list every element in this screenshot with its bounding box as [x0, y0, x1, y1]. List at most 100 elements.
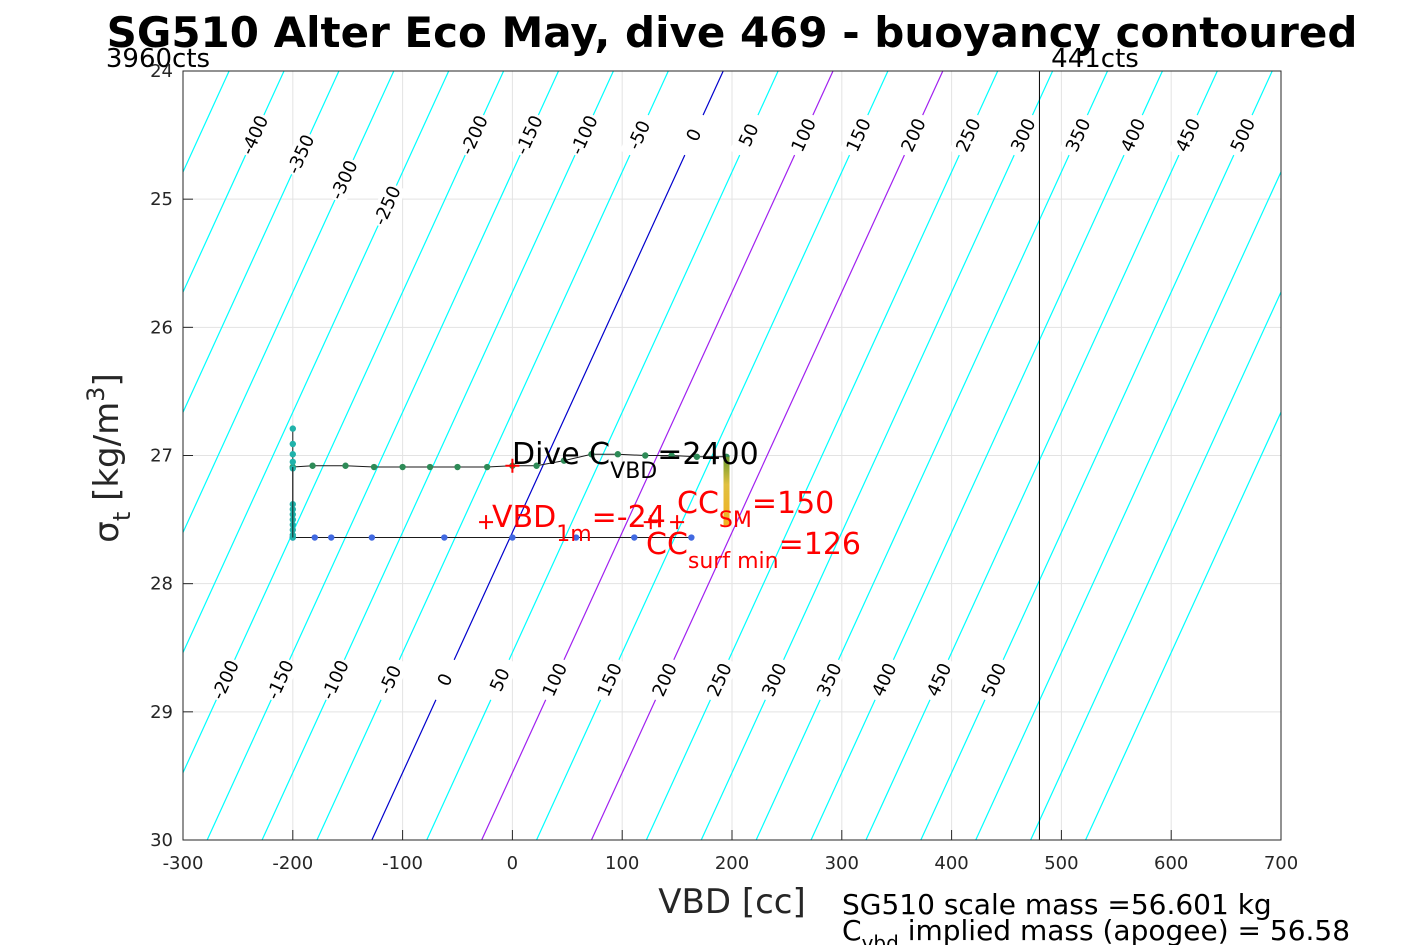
- contour-label-bottom: 200: [645, 655, 684, 705]
- contour-label-bg: [1059, 110, 1098, 160]
- contour-line: [590, 71, 944, 840]
- series-point: [368, 534, 376, 541]
- series-point: [311, 534, 318, 541]
- y-axis-label: σt [kg/m3]: [82, 373, 136, 542]
- contour-label-bottom: 250: [700, 655, 739, 705]
- contour-line: [1030, 290, 1281, 840]
- contour-label-bg: [700, 655, 739, 705]
- contour-label-bg: [894, 110, 933, 160]
- contour-label-bg: [645, 655, 684, 705]
- contour-label-bg: [324, 155, 364, 205]
- axis-ticks: -300 -200 -100 0 100 200 300 400 500 600 700242526…: [150, 61, 1298, 874]
- series-point: [370, 463, 378, 471]
- y-tick-label: 25: [150, 189, 173, 210]
- contour-label-bg: [974, 655, 1014, 705]
- contour-label-bg: [455, 110, 494, 160]
- contour-label-bg: [235, 110, 274, 160]
- contour-label-bottom: 300: [755, 655, 794, 705]
- contour-label-bg: [810, 655, 849, 705]
- series-point: [642, 452, 649, 459]
- contour-line: [206, 71, 560, 840]
- footer-implied-mass: Cvbd implied mass (apogee) = 56.58: [842, 914, 1350, 945]
- x-tick-label: 700: [1264, 853, 1298, 874]
- series-point: [454, 463, 461, 471]
- counts-left: 3960cts: [106, 44, 210, 74]
- annotation-dive-c-vbd: Dive CVBD=2400: [512, 437, 759, 484]
- contour-label-bottom: 0: [425, 655, 465, 705]
- x-tick-label: 300: [825, 853, 859, 874]
- contour-label-bg: [480, 655, 520, 705]
- contour-label-top: -350: [281, 129, 320, 179]
- series-point: [328, 534, 335, 541]
- contour-label-bg: [535, 655, 575, 705]
- contour-label-bottom: 350: [810, 655, 849, 705]
- y-tick-label: 24: [150, 61, 173, 82]
- dive-series: [289, 71, 1040, 840]
- series-point: [560, 457, 568, 464]
- contour-label-top: -300: [324, 155, 364, 205]
- contour-label-bg: [784, 110, 823, 160]
- contour-label-bg: [510, 110, 549, 160]
- contour-label-top: 100: [784, 110, 823, 160]
- series-point: [588, 451, 595, 458]
- contour-label-bg: [281, 129, 320, 179]
- contour-label-top: 0: [674, 110, 714, 160]
- red-markers: [479, 458, 685, 530]
- x-tick-label: -300: [163, 853, 204, 874]
- series-point: [289, 451, 296, 458]
- contour-label-bottom: -50: [371, 655, 410, 705]
- contour-label-bottom: 450: [920, 655, 959, 705]
- contour-label-top: 500: [1223, 110, 1263, 160]
- contour-label-bg: [316, 655, 355, 705]
- y-tick-label: 27: [150, 446, 173, 467]
- contour-label-bg: [425, 655, 465, 705]
- red-plus-marker: [670, 515, 685, 530]
- contour-label-bottom: 100: [535, 655, 575, 705]
- contour-line: [316, 71, 669, 840]
- contour-line: [700, 71, 1054, 840]
- contour-label-bg: [261, 655, 300, 705]
- contour-line: [810, 71, 1163, 840]
- contour-label-top: -200: [455, 110, 494, 160]
- series-point: [441, 534, 448, 541]
- series-point: [342, 462, 349, 469]
- contour-label-top: 350: [1059, 110, 1098, 160]
- contour-label-top: -100: [564, 110, 604, 160]
- contour-label-top: 200: [894, 110, 933, 160]
- contour-label-bg: [368, 180, 407, 231]
- contour-line: [261, 71, 614, 840]
- series-point: [509, 534, 516, 541]
- contour-line: [645, 71, 999, 840]
- annotation-cc-sm: CCSM=150: [677, 486, 834, 533]
- counts-right: 441cts: [1051, 44, 1139, 74]
- contour-label-bg: [729, 110, 768, 160]
- contour-label-top: -250: [368, 180, 407, 231]
- x-tick-label: 100: [605, 853, 639, 874]
- contour-label-top: 250: [949, 110, 988, 160]
- contour-label-bg: [839, 110, 878, 160]
- contour-label-top: 450: [1168, 110, 1208, 160]
- contour-line: [183, 71, 505, 775]
- contour-label-bg: [1004, 110, 1043, 160]
- series-point: [631, 534, 638, 541]
- contour-label-bottom: 50: [480, 655, 520, 705]
- contour-label-bg: [206, 655, 245, 705]
- x-tick-label: -100: [382, 853, 423, 874]
- contour-label-top: -150: [510, 110, 549, 160]
- red-plus-marker: [479, 515, 494, 530]
- contour-line: [183, 71, 285, 294]
- series-point: [289, 458, 296, 466]
- series-point: [533, 462, 540, 469]
- cc-sm-bar: [723, 456, 730, 526]
- series-point: [426, 463, 434, 471]
- contour-label-bottom: -200: [206, 655, 245, 705]
- red-plus-marker: [643, 515, 658, 530]
- x-tick-label: 0: [507, 853, 518, 874]
- series-point: [572, 534, 580, 541]
- contour-label-bottom: 400: [865, 655, 904, 705]
- annotation-vbd-1m: VBD1m=-24: [492, 500, 666, 547]
- chart-title: SG510 Alter Eco May, dive 469 - buoyancy…: [107, 8, 1358, 57]
- contour-line: [975, 170, 1281, 840]
- contour-label-bg: [1113, 110, 1153, 160]
